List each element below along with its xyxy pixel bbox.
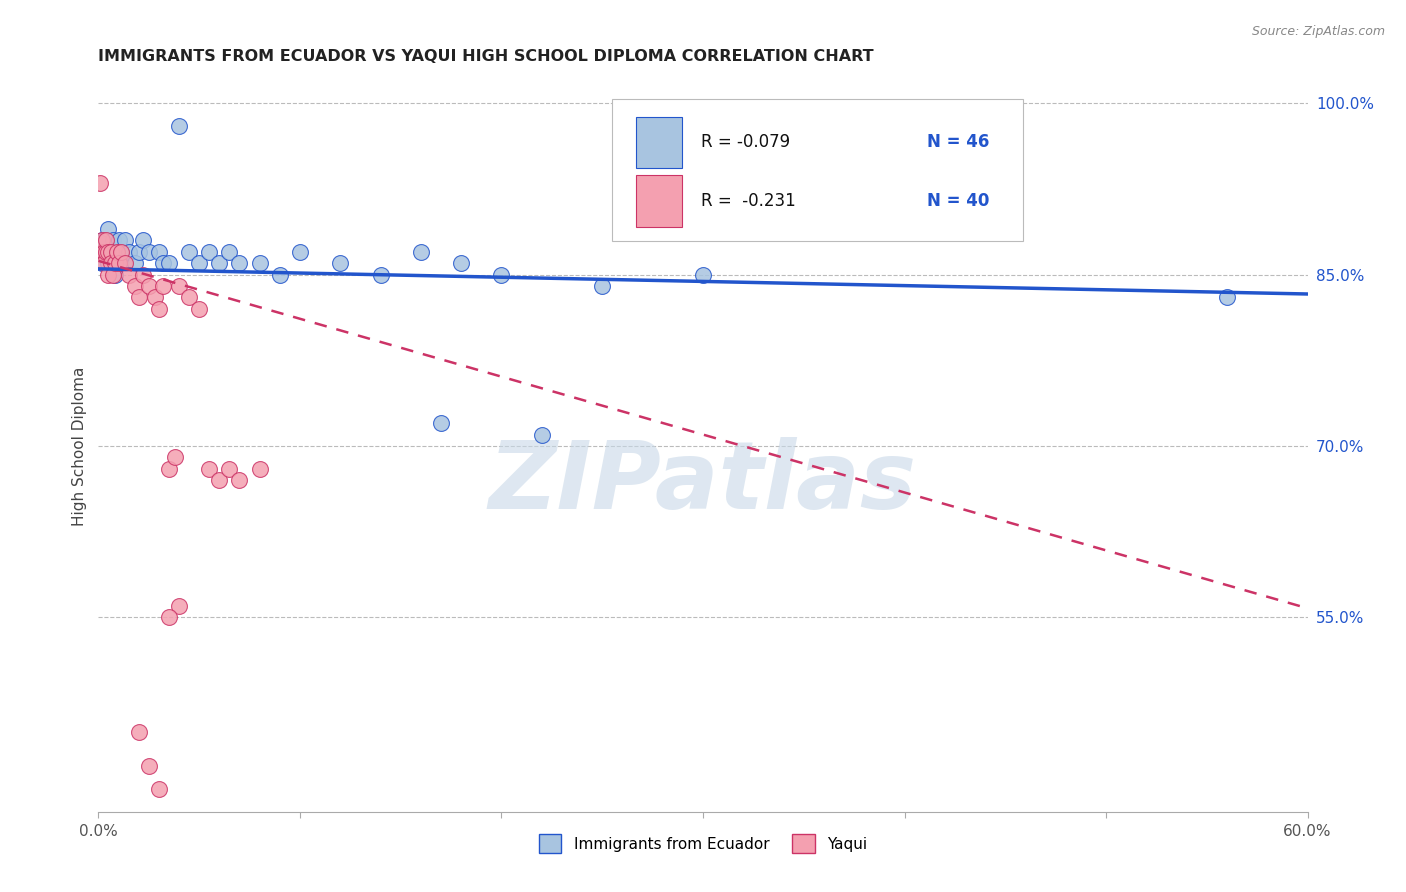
Point <box>103 256 125 270</box>
Point <box>97 268 120 282</box>
Point <box>89 244 111 259</box>
Text: Source: ZipAtlas.com: Source: ZipAtlas.com <box>1251 25 1385 38</box>
Point <box>96 244 118 259</box>
Point <box>530 427 553 442</box>
Point <box>157 256 180 270</box>
Point <box>138 759 160 773</box>
Point <box>107 256 129 270</box>
Point <box>101 256 124 270</box>
Point <box>269 268 291 282</box>
Point <box>179 244 201 259</box>
Point <box>198 244 221 259</box>
Point <box>111 256 134 270</box>
Point <box>450 256 472 270</box>
Point <box>157 462 180 476</box>
Point <box>105 244 128 259</box>
Point <box>491 268 513 282</box>
Text: IMMIGRANTS FROM ECUADOR VS YAQUI HIGH SCHOOL DIPLOMA CORRELATION CHART: IMMIGRANTS FROM ECUADOR VS YAQUI HIGH SC… <box>98 49 875 64</box>
Point <box>218 462 240 476</box>
Point <box>100 256 122 270</box>
Text: R =  -0.231: R = -0.231 <box>700 192 796 210</box>
Point <box>157 610 180 624</box>
Legend: Immigrants from Ecuador, Yaqui: Immigrants from Ecuador, Yaqui <box>533 828 873 859</box>
FancyBboxPatch shape <box>613 99 1024 241</box>
Point <box>198 462 221 476</box>
Point <box>409 244 432 259</box>
Point <box>430 416 453 430</box>
Point <box>91 233 114 247</box>
Point <box>128 290 150 304</box>
Point <box>167 279 190 293</box>
Point <box>91 256 114 270</box>
Point <box>97 222 120 236</box>
Point <box>89 176 111 190</box>
Point <box>148 244 170 259</box>
Point <box>107 256 129 270</box>
Point <box>179 290 201 304</box>
Point <box>167 599 190 613</box>
Point <box>148 781 170 796</box>
Point <box>114 233 136 247</box>
Point <box>1216 290 1239 304</box>
Point <box>91 233 114 247</box>
Point <box>100 244 122 259</box>
Point <box>97 256 120 270</box>
Point <box>103 268 125 282</box>
Point <box>228 473 250 487</box>
Point <box>93 233 115 247</box>
Point <box>132 268 155 282</box>
Point <box>188 256 211 270</box>
Point <box>249 462 271 476</box>
Point <box>143 290 166 304</box>
Point <box>93 244 115 259</box>
Point <box>228 256 250 270</box>
Point <box>100 244 122 259</box>
Point <box>152 279 174 293</box>
Point <box>110 244 132 259</box>
Point <box>91 244 114 259</box>
Point <box>97 244 120 259</box>
Point <box>118 268 141 282</box>
Point <box>370 268 392 282</box>
Point <box>124 279 146 293</box>
Point <box>138 279 160 293</box>
Point <box>132 233 155 247</box>
Point <box>101 233 124 247</box>
Point <box>93 244 115 259</box>
Point <box>128 244 150 259</box>
Point <box>96 233 118 247</box>
Text: N = 40: N = 40 <box>927 192 988 210</box>
Point <box>128 724 150 739</box>
Point <box>110 244 132 259</box>
FancyBboxPatch shape <box>637 117 682 168</box>
Point <box>107 233 129 247</box>
Point <box>249 256 271 270</box>
Point <box>101 268 124 282</box>
Point <box>148 301 170 316</box>
Point <box>138 244 160 259</box>
Point <box>167 119 190 133</box>
Text: ZIPatlas: ZIPatlas <box>489 436 917 529</box>
Point <box>218 244 240 259</box>
Point <box>96 244 118 259</box>
Point <box>163 450 186 465</box>
Point <box>208 473 231 487</box>
Point <box>93 256 115 270</box>
Point <box>692 268 714 282</box>
Point <box>124 256 146 270</box>
Point <box>114 256 136 270</box>
FancyBboxPatch shape <box>637 176 682 227</box>
Text: R = -0.079: R = -0.079 <box>700 134 790 152</box>
Point <box>591 279 613 293</box>
Text: N = 46: N = 46 <box>927 134 988 152</box>
Point <box>288 244 311 259</box>
Point <box>152 256 174 270</box>
Point <box>329 256 352 270</box>
Point <box>118 244 141 259</box>
Point <box>105 244 128 259</box>
Point <box>208 256 231 270</box>
Y-axis label: High School Diploma: High School Diploma <box>72 367 87 525</box>
Point <box>188 301 211 316</box>
